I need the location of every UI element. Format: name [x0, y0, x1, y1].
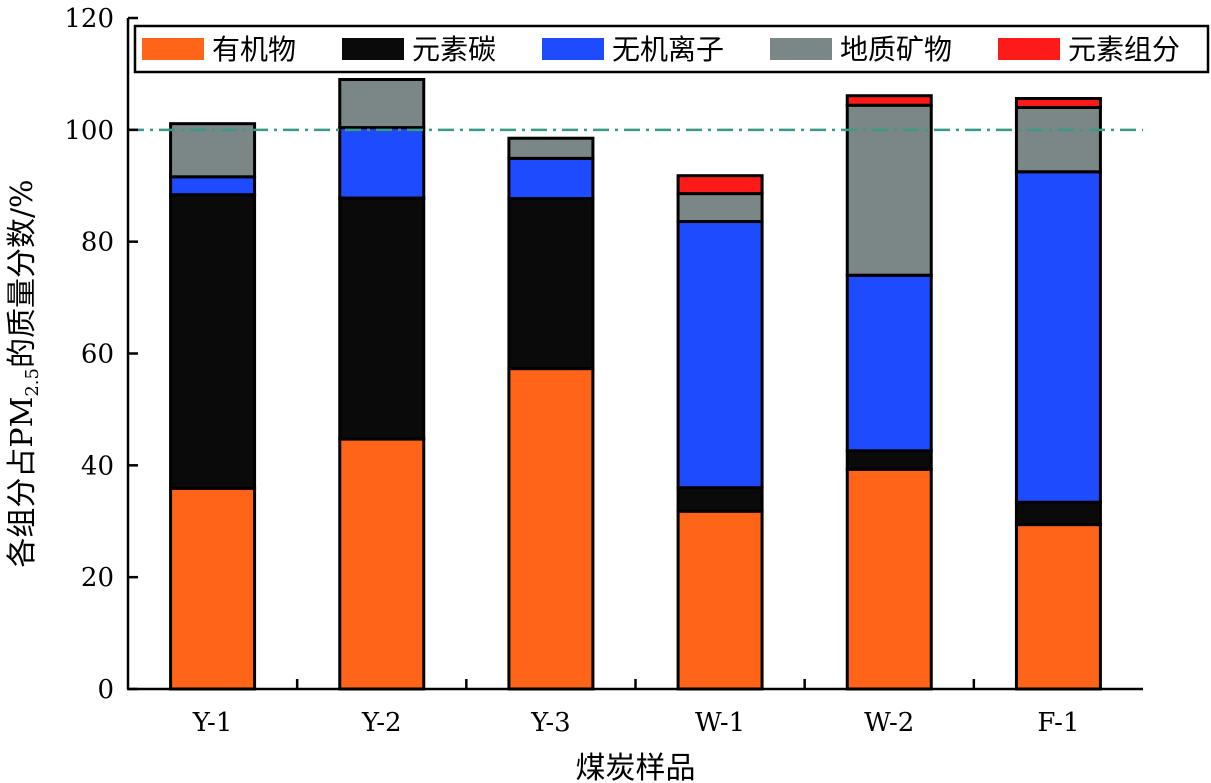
x-tick-label: Y-1 — [192, 708, 233, 738]
bar-w-2-series-2 — [845, 273, 933, 453]
bar-f-1-series-4 — [1014, 97, 1102, 109]
y-tick-label: 100 — [64, 116, 114, 146]
bar-y-1-series-3 — [169, 122, 257, 179]
bar-w-2-series-4 — [845, 94, 933, 107]
legend-swatch-0 — [142, 38, 204, 60]
bar-y-1-series-1 — [169, 193, 257, 490]
bar-y-2-series-1 — [338, 196, 426, 441]
bar-f-1-series-1 — [1014, 500, 1102, 527]
legend-swatch-1 — [342, 38, 404, 60]
x-tick-label: W-2 — [864, 708, 914, 738]
bar-w-1-series-3 — [676, 192, 764, 224]
bar-w-2-series-3 — [845, 103, 933, 277]
x-tick-label: Y-3 — [530, 708, 571, 738]
bar-y-3-series-2 — [507, 156, 595, 201]
legend-swatch-4 — [998, 38, 1060, 60]
legend-swatch-3 — [770, 38, 832, 60]
y-tick-label: 80 — [81, 228, 114, 258]
bar-y-3-series-3 — [507, 136, 595, 160]
bar-y-3-series-1 — [507, 197, 595, 371]
x-tick-label: Y-2 — [361, 708, 402, 738]
y-tick-label: 0 — [97, 675, 114, 705]
y-tick-label: 120 — [64, 4, 114, 34]
bar-w-2-series-1 — [845, 449, 933, 471]
legend-swatch-2 — [542, 38, 604, 60]
x-tick-label: W-1 — [695, 708, 745, 738]
axes-layer: 0 20 40 60 80 100 120 — [64, 4, 1143, 705]
bar-f-1-series-3 — [1014, 105, 1102, 174]
legend: 有机物 元素碳 无机离子 地质矿物 元素组分 — [133, 24, 1210, 74]
legend-label-0: 有机物 — [212, 33, 296, 66]
bar-f-1-series-0 — [1014, 523, 1102, 691]
legend-label-3: 地质矿物 — [840, 33, 952, 66]
y-axis-title-suffix: 的质量分数/% — [5, 179, 40, 368]
legend-label-4: 元素组分 — [1068, 33, 1180, 66]
legend-box — [133, 24, 1210, 74]
y-axis-title: 各组分占PM2.5的质量分数/% — [5, 179, 43, 567]
bar-y-2-series-3 — [338, 78, 426, 130]
bar-w-1-series-2 — [676, 220, 764, 490]
legend-label-2: 无机离子 — [612, 33, 724, 66]
bar-y-2-series-0 — [338, 437, 426, 691]
bar-y-1-series-2 — [169, 175, 257, 197]
x-tick-label: F-1 — [1037, 708, 1079, 738]
bar-w-2-series-0 — [845, 467, 933, 691]
bar-w-1-series-4 — [676, 174, 764, 196]
bar-y-2-series-2 — [338, 126, 426, 200]
y-axis-title-main: 各组分占PM — [5, 397, 40, 568]
y-axis-title-subscript: 2.5 — [22, 368, 43, 397]
bar-w-1-series-1 — [676, 486, 764, 513]
y-tick-label: 20 — [81, 563, 114, 593]
bar-w-1-series-0 — [676, 509, 764, 691]
bars-layer: Y-1 Y-2 Y-3 W-1 W-2 F-1 — [169, 78, 1102, 738]
bar-y-3-series-0 — [507, 367, 595, 691]
bar-y-1-series-0 — [169, 486, 257, 691]
legend-label-1: 元素碳 — [412, 33, 496, 66]
x-axis-title: 煤炭样品 — [576, 751, 696, 783]
y-tick-label: 40 — [81, 451, 114, 481]
y-tick-label: 60 — [81, 340, 114, 370]
bar-f-1-series-2 — [1014, 170, 1102, 504]
